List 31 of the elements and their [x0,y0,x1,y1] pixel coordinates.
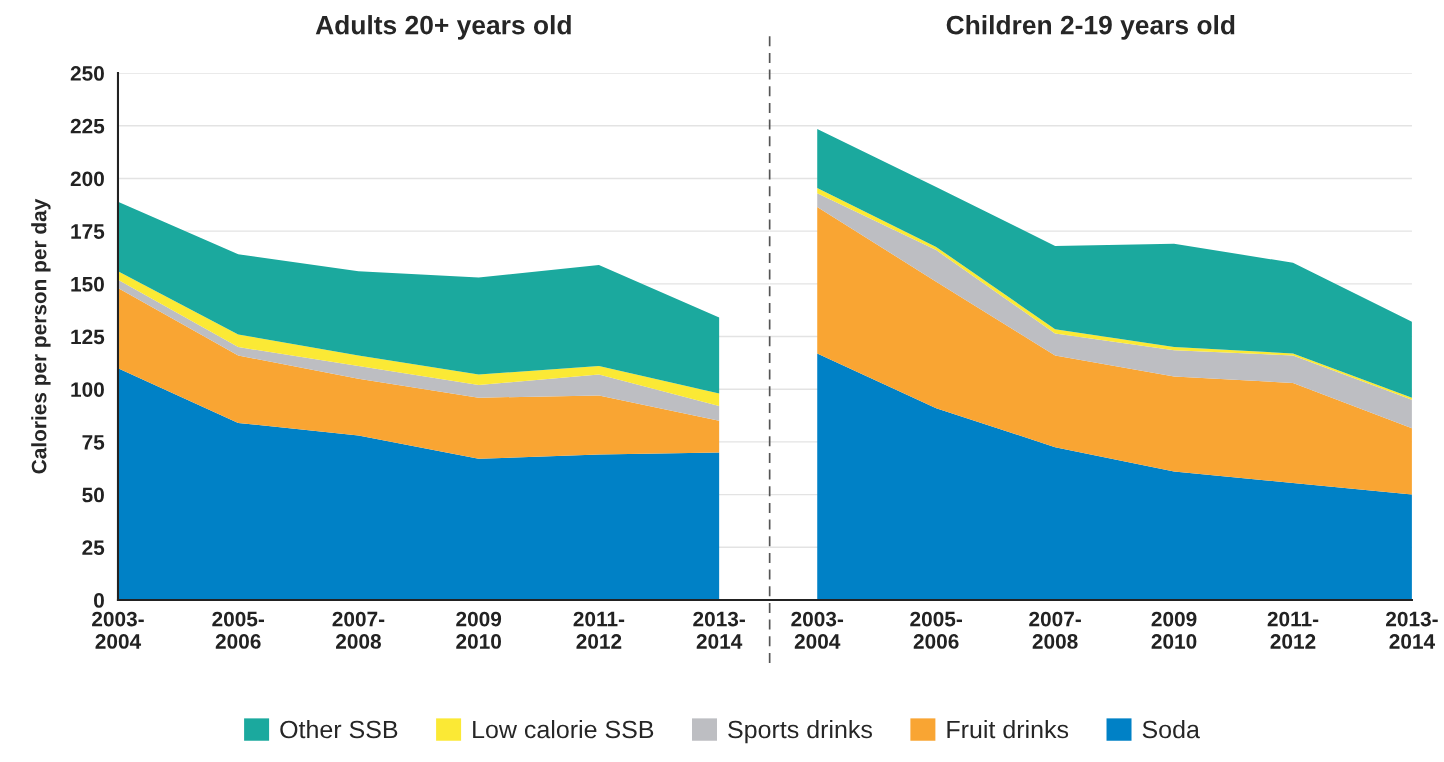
legend-label: Soda [1142,720,1200,739]
x-tick-label: 2009 2010 [1151,611,1197,649]
y-tick-label: 200 [70,171,104,187]
y-tick-label: 225 [70,118,105,134]
x-tick-label: 2007- 2008 [332,611,385,649]
x-tick-label: 2011- 2012 [573,611,625,649]
y-tick-label: 75 [82,435,105,450]
y-tick-label: 0 [94,593,104,608]
y-tick-label: 250 [70,66,104,81]
legend-label: Other SSB [280,720,398,739]
x-tick-label: 2005- 2006 [212,611,265,649]
x-tick-label: 2005- 2006 [910,611,962,649]
legend-label: Low calorie SSB [473,720,654,739]
y-axis-title: Calories per person per day [31,198,51,474]
y-tick-label: 175 [71,224,105,239]
legend-label: Sports drinks [728,720,872,744]
y-tick-label: 150 [71,276,104,292]
x-tick-label: 2009 2010 [456,611,502,649]
x-tick-label: 2013- 2014 [693,611,745,649]
x-tick-label: 2013- 2014 [1386,611,1438,649]
x-tick-label: 2007- 2008 [1029,611,1081,649]
y-tick-label: 50 [82,487,104,503]
y-tick-label: 100 [71,382,104,397]
y-tick-label: 125 [71,329,105,345]
chart-title: Children 2-19 years old [946,15,1235,40]
legend-label: Fruit drinks [947,720,1069,739]
y-tick-label: 25 [82,540,105,556]
x-tick-label: 2003- 2004 [791,611,844,649]
chart-title: Adults 20+ years old [315,15,571,40]
x-tick-label: 2011- 2012 [1267,611,1319,649]
x-tick-label: 2003- 2004 [92,611,144,649]
